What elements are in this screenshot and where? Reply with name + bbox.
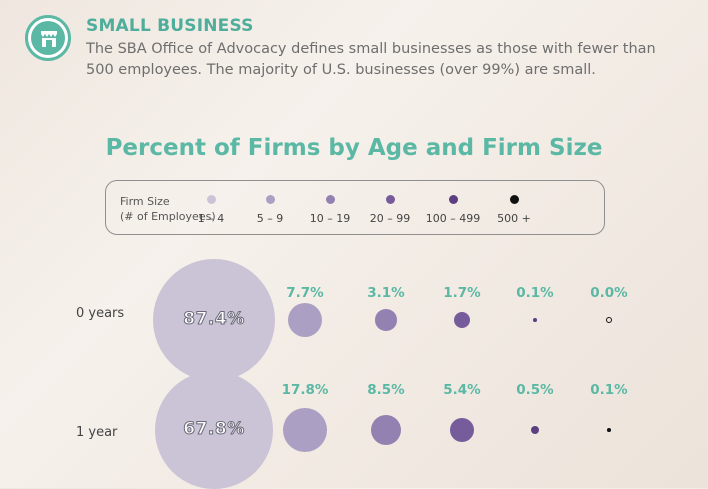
legend-label: 20 – 99 (369, 212, 411, 225)
data-label: 0.1% (516, 285, 554, 301)
legend-title-line2: (# of Employees) (120, 210, 216, 223)
data-label: 0.0% (590, 285, 628, 301)
bubble-mark (454, 312, 470, 328)
legend-item: 5 – 9 (230, 181, 310, 236)
data-label: 17.8% (281, 382, 329, 398)
legend-item: 500 + (474, 181, 554, 236)
legend-item: 1 – 4 (171, 181, 251, 236)
bubble-mark (606, 317, 612, 323)
section-description: The SBA Office of Advocacy defines small… (86, 41, 656, 78)
legend-label: 100 – 499 (425, 212, 481, 225)
legend-label: 500 + (497, 212, 531, 225)
data-label: 1.7% (443, 285, 481, 301)
data-label: 87.4% (183, 309, 245, 330)
data-label: 8.5% (367, 382, 405, 398)
legend-dot (325, 195, 335, 204)
bubble-mark (282, 407, 328, 453)
section-title: SMALL BUSINESS (86, 16, 254, 36)
data-label: 0.1% (590, 382, 628, 398)
legend-dot (448, 195, 458, 204)
legend-dot (265, 195, 275, 204)
bubble-mark (375, 309, 397, 331)
bubble-mark (288, 303, 322, 337)
legend-item: 10 – 19 (290, 181, 370, 236)
legend-label: 5 – 9 (256, 212, 284, 225)
data-label: 7.7% (286, 285, 324, 301)
bubble-mark (449, 417, 475, 443)
legend-item: 20 – 99 (350, 181, 430, 236)
row-label: 0 years (76, 306, 125, 321)
storefront-icon (25, 15, 71, 61)
data-label: 5.4% (443, 382, 481, 398)
row-label: 1 year (76, 425, 118, 440)
legend: Firm Size (# of Employees) 1 – 4 5 – 9 10 … (105, 180, 605, 235)
bubble-mark (533, 318, 537, 322)
data-label: 67.8% (183, 419, 245, 440)
legend-title: Firm Size (# of Employees) (120, 194, 216, 224)
legend-item: 100 – 499 (413, 181, 493, 236)
legend-title-line1: Firm Size (120, 195, 170, 208)
legend-dot (509, 195, 519, 204)
legend-dot (385, 195, 395, 204)
data-label: 0.5% (516, 382, 554, 398)
bubble-mark (530, 425, 540, 435)
bubble-mark (370, 414, 402, 446)
data-label: 3.1% (367, 285, 405, 301)
bubble-mark (155, 371, 273, 489)
bubble-mark (607, 428, 611, 432)
legend-label: 1 – 4 (197, 212, 225, 225)
legend-dot (206, 195, 216, 204)
bubble-mark (153, 259, 275, 381)
chart-title: Percent of Firms by Age and Firm Size (105, 135, 603, 161)
legend-label: 10 – 19 (309, 212, 351, 225)
